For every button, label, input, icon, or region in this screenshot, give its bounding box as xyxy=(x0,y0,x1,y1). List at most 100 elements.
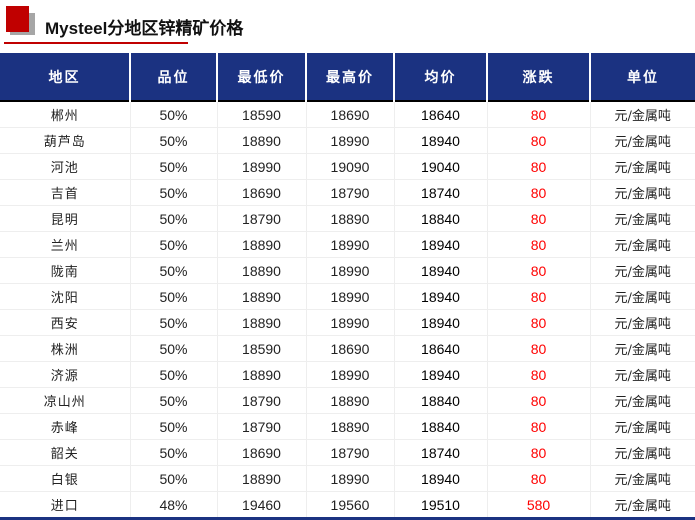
header-high-price: 最高价 xyxy=(305,53,394,101)
cell-avg-price: 18940 xyxy=(393,127,487,154)
cell-grade: 50% xyxy=(129,387,217,414)
cell-region: 兰州 xyxy=(0,231,130,258)
cell-avg-price: 18940 xyxy=(393,231,487,258)
cell-unit: 元/金属吨 xyxy=(589,387,695,414)
cell-unit: 元/金属吨 xyxy=(589,361,695,388)
cell-avg-price: 18940 xyxy=(393,309,487,336)
cell-change: 80 xyxy=(486,257,590,284)
header-avg-price: 均价 xyxy=(393,53,487,101)
cell-high-price: 19090 xyxy=(305,153,394,180)
cell-high-price: 18990 xyxy=(305,231,394,258)
table-row: 吉首 50% 18690 18790 18740 80 元/金属吨 xyxy=(0,179,695,206)
cell-grade: 50% xyxy=(129,309,217,336)
cell-unit: 元/金属吨 xyxy=(589,231,695,258)
page-title: Mysteel分地区锌精矿价格 xyxy=(45,19,244,38)
cell-grade: 50% xyxy=(129,439,217,466)
cell-grade: 48% xyxy=(129,491,217,519)
cell-unit: 元/金属吨 xyxy=(589,283,695,310)
cell-change: 80 xyxy=(486,465,590,492)
cell-avg-price: 18640 xyxy=(393,335,487,362)
cell-grade: 50% xyxy=(129,205,217,232)
cell-low-price: 18990 xyxy=(216,153,306,180)
cell-avg-price: 18640 xyxy=(393,101,487,128)
cell-avg-price: 18940 xyxy=(393,361,487,388)
cell-low-price: 18590 xyxy=(216,101,306,128)
cell-change: 80 xyxy=(486,335,590,362)
cell-region: 沈阳 xyxy=(0,283,130,310)
cell-high-price: 18790 xyxy=(305,439,394,466)
cell-region: 葫芦岛 xyxy=(0,127,130,154)
table-row: 陇南 50% 18890 18990 18940 80 元/金属吨 xyxy=(0,257,695,284)
table-row: 西安 50% 18890 18990 18940 80 元/金属吨 xyxy=(0,309,695,336)
table-row: 韶关 50% 18690 18790 18740 80 元/金属吨 xyxy=(0,439,695,466)
cell-unit: 元/金属吨 xyxy=(589,491,695,519)
cell-avg-price: 19510 xyxy=(393,491,487,519)
cell-region: 凉山州 xyxy=(0,387,130,414)
cell-avg-price: 18940 xyxy=(393,465,487,492)
cell-low-price: 18890 xyxy=(216,231,306,258)
price-table: 地区 品位 最低价 最高价 均价 涨跌 单位 郴州 50% 18590 18690 18640 80 元… xyxy=(0,53,695,520)
cell-high-price: 18990 xyxy=(305,283,394,310)
cell-high-price: 18690 xyxy=(305,335,394,362)
header-change: 涨跌 xyxy=(486,53,590,101)
cell-unit: 元/金属吨 xyxy=(589,153,695,180)
cell-low-price: 18790 xyxy=(216,413,306,440)
cell-region: 济源 xyxy=(0,361,130,388)
cell-change: 80 xyxy=(486,153,590,180)
cell-low-price: 18890 xyxy=(216,283,306,310)
cell-low-price: 18890 xyxy=(216,257,306,284)
cell-avg-price: 18740 xyxy=(393,439,487,466)
cell-low-price: 18890 xyxy=(216,361,306,388)
cell-region: 河池 xyxy=(0,153,130,180)
cell-region: 进口 xyxy=(0,491,130,519)
title-decoration-red xyxy=(6,6,29,32)
title-underline xyxy=(4,42,188,44)
cell-avg-price: 18840 xyxy=(393,387,487,414)
table-row: 兰州 50% 18890 18990 18940 80 元/金属吨 xyxy=(0,231,695,258)
table-row: 昆明 50% 18790 18890 18840 80 元/金属吨 xyxy=(0,205,695,232)
cell-unit: 元/金属吨 xyxy=(589,101,695,128)
cell-unit: 元/金属吨 xyxy=(589,205,695,232)
cell-grade: 50% xyxy=(129,231,217,258)
cell-high-price: 18990 xyxy=(305,465,394,492)
cell-change: 80 xyxy=(486,387,590,414)
cell-region: 韶关 xyxy=(0,439,130,466)
cell-unit: 元/金属吨 xyxy=(589,465,695,492)
cell-region: 赤峰 xyxy=(0,413,130,440)
cell-unit: 元/金属吨 xyxy=(589,413,695,440)
cell-change: 80 xyxy=(486,127,590,154)
cell-low-price: 18690 xyxy=(216,179,306,206)
cell-grade: 50% xyxy=(129,283,217,310)
header-row: 地区 品位 最低价 最高价 均价 涨跌 单位 xyxy=(0,53,695,101)
table-row: 沈阳 50% 18890 18990 18940 80 元/金属吨 xyxy=(0,283,695,310)
cell-high-price: 18890 xyxy=(305,413,394,440)
cell-low-price: 18890 xyxy=(216,465,306,492)
cell-low-price: 18590 xyxy=(216,335,306,362)
table-row: 郴州 50% 18590 18690 18640 80 元/金属吨 xyxy=(0,101,695,128)
table-row: 葫芦岛 50% 18890 18990 18940 80 元/金属吨 xyxy=(0,127,695,154)
cell-avg-price: 18840 xyxy=(393,413,487,440)
cell-grade: 50% xyxy=(129,153,217,180)
cell-grade: 50% xyxy=(129,465,217,492)
cell-high-price: 18990 xyxy=(305,361,394,388)
cell-high-price: 18990 xyxy=(305,257,394,284)
cell-grade: 50% xyxy=(129,335,217,362)
cell-grade: 50% xyxy=(129,101,217,128)
table-row: 白银 50% 18890 18990 18940 80 元/金属吨 xyxy=(0,465,695,492)
cell-low-price: 19460 xyxy=(216,491,306,519)
cell-high-price: 18890 xyxy=(305,205,394,232)
header-low-price: 最低价 xyxy=(216,53,306,101)
cell-low-price: 18890 xyxy=(216,127,306,154)
cell-high-price: 18690 xyxy=(305,101,394,128)
cell-grade: 50% xyxy=(129,127,217,154)
header-grade: 品位 xyxy=(129,53,217,101)
cell-high-price: 18990 xyxy=(305,127,394,154)
cell-high-price: 18990 xyxy=(305,309,394,336)
cell-avg-price: 18740 xyxy=(393,179,487,206)
cell-avg-price: 18940 xyxy=(393,257,487,284)
cell-high-price: 19560 xyxy=(305,491,394,519)
cell-change: 580 xyxy=(486,491,590,519)
cell-low-price: 18790 xyxy=(216,387,306,414)
cell-avg-price: 19040 xyxy=(393,153,487,180)
table-row: 进口 48% 19460 19560 19510 580 元/金属吨 xyxy=(0,491,695,519)
